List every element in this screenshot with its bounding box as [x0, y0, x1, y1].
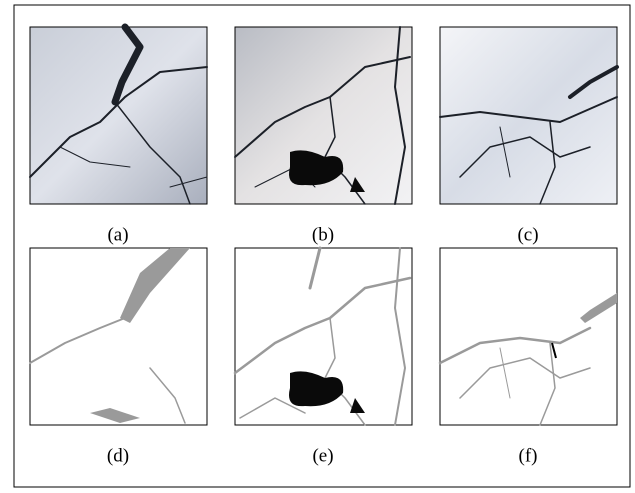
panel-label: (c): [517, 224, 538, 245]
image-b: [235, 27, 412, 204]
panel-label: (e): [312, 445, 333, 466]
page: {"panels": [{"label": "(a)"}, {"label": …: [0, 0, 635, 493]
panel-label: (a): [107, 224, 128, 245]
mask-e: [235, 248, 412, 425]
image-c: [440, 27, 617, 204]
panel-label: (b): [312, 224, 334, 245]
panel-label: (d): [107, 445, 129, 466]
panel-label: (f): [519, 445, 538, 466]
mask-f: [440, 248, 617, 425]
mask-d: [30, 248, 207, 425]
figure: (a) (b) (c) (d) (e) (f): [0, 0, 635, 493]
image-a: [30, 27, 207, 204]
